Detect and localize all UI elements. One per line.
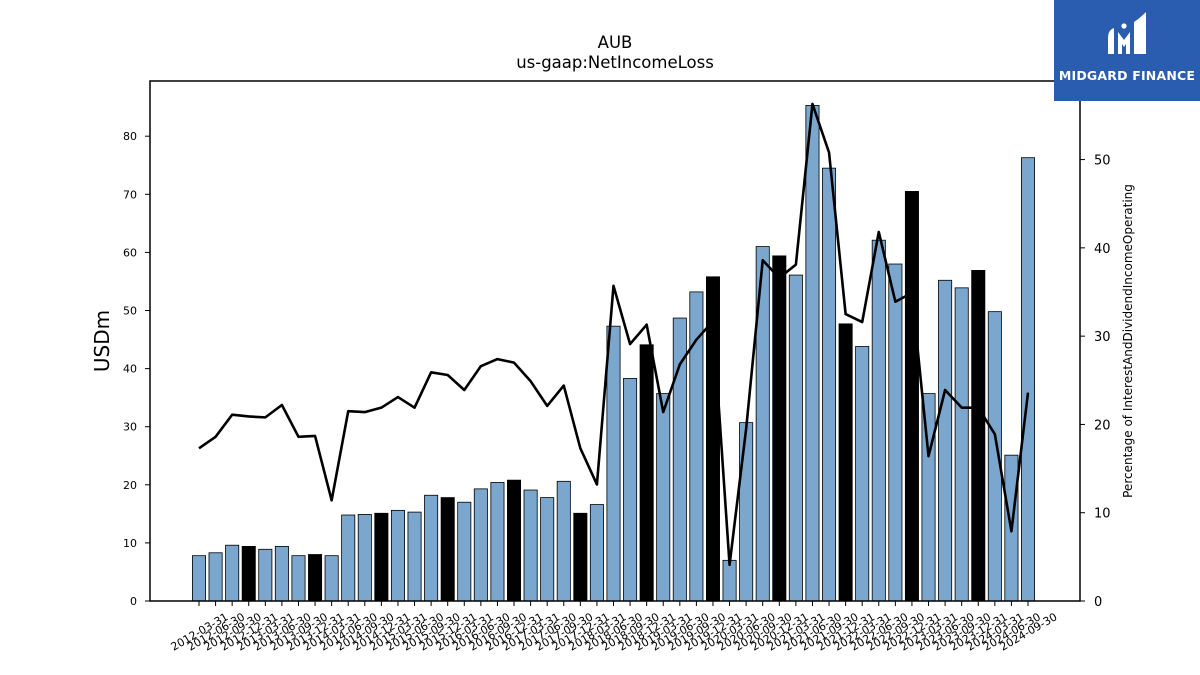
bar-2012-09-30 [225, 544, 240, 602]
y-tick-label-0: 0 [130, 595, 137, 608]
plot-area: 01020304050607080010203040502012-03-3120… [123, 80, 1111, 654]
y-axis-label: USDm [90, 310, 114, 372]
y2-tick-label-0: 0 [1094, 595, 1102, 610]
bar-2023-09-30 [954, 287, 969, 602]
y-tick-label-50: 50 [123, 304, 137, 317]
bar-2017-06-30 [540, 497, 555, 602]
bar-2013-09-30 [291, 555, 306, 602]
plot-frame [149, 80, 1081, 602]
bar-2022-03-31 [855, 346, 870, 602]
bar-2023-12-31 [971, 270, 986, 602]
bar-2020-06-30 [739, 422, 754, 602]
bar-2015-03-31 [390, 509, 405, 602]
bar-2023-03-31 [921, 393, 936, 602]
bar-2015-06-30 [407, 511, 422, 602]
bar-2018-09-30 [623, 378, 638, 602]
bar-2023-06-30 [938, 279, 953, 602]
bar-2016-06-30 [473, 488, 488, 602]
bar-2024-09-30 [1021, 157, 1036, 602]
bar-2017-09-30 [556, 480, 571, 602]
bar-2015-09-30 [424, 494, 439, 602]
y2-tick-label-50: 50 [1094, 154, 1111, 169]
bar-2013-06-30 [274, 545, 289, 602]
y2-axis-label: Percentage of InterestAndDividendIncomeO… [1121, 184, 1135, 498]
y2-tick-label-30: 30 [1094, 330, 1111, 345]
midgard-logo-icon [1108, 12, 1146, 54]
y2-tick-label-40: 40 [1094, 242, 1111, 257]
y-tick-label-40: 40 [123, 363, 137, 376]
bar-2015-12-31 [440, 497, 455, 602]
bar-2013-12-31 [308, 554, 323, 602]
bar-2020-03-31 [722, 559, 737, 602]
bar-2012-06-30 [208, 552, 223, 602]
chart-title: AUB [598, 33, 633, 52]
y-tick-label-60: 60 [123, 246, 137, 259]
bar-2018-06-30 [606, 325, 621, 602]
bar-2021-12-31 [838, 323, 853, 602]
bar-2022-12-31 [904, 190, 919, 602]
bar-2019-06-30 [672, 317, 687, 602]
y-tick-label-10: 10 [123, 537, 137, 550]
bar-2017-12-31 [573, 512, 588, 602]
percentage-line [198, 102, 1030, 567]
bar-2017-03-31 [523, 489, 538, 602]
bar-2014-06-30 [341, 514, 356, 602]
y-tick-label-70: 70 [123, 188, 137, 201]
bar-2022-09-30 [888, 263, 903, 602]
bar-2012-03-31 [191, 555, 206, 602]
midgard-finance-logo: MIDGARD FINANCE [1054, 0, 1200, 101]
bar-2021-09-30 [822, 167, 837, 602]
bar-2014-09-30 [357, 514, 372, 602]
bar-2018-12-31 [639, 344, 654, 602]
bar-2019-03-31 [656, 393, 671, 602]
y-tick-label-80: 80 [123, 130, 137, 143]
logo-text: MIDGARD FINANCE [1058, 68, 1196, 83]
bar-2013-03-31 [258, 548, 273, 602]
y-tick-label-20: 20 [123, 479, 137, 492]
bar-2022-06-30 [871, 239, 886, 602]
bar-2020-12-31 [772, 255, 787, 602]
y2-tick-label-20: 20 [1094, 418, 1111, 433]
bar-2012-12-31 [241, 545, 256, 602]
bar-2016-09-30 [490, 482, 505, 602]
bar-2021-03-31 [788, 274, 803, 602]
bar-2018-03-31 [589, 504, 604, 602]
chart-subtitle: us-gaap:NetIncomeLoss [516, 53, 714, 72]
bar-2014-03-31 [324, 555, 339, 602]
y-tick-label-30: 30 [123, 421, 137, 434]
y2-tick-label-10: 10 [1094, 507, 1111, 522]
bar-2016-03-31 [457, 501, 472, 602]
bar-2021-06-30 [805, 105, 820, 602]
bar-2016-12-31 [507, 479, 522, 602]
bar-2014-12-31 [374, 512, 389, 602]
